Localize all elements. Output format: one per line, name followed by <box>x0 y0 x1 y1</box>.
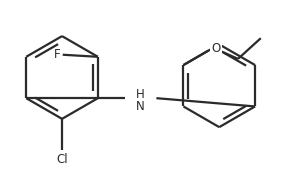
Text: H
N: H N <box>136 88 145 113</box>
Text: F: F <box>54 48 61 61</box>
Text: O: O <box>212 42 221 55</box>
Text: Cl: Cl <box>56 153 68 166</box>
